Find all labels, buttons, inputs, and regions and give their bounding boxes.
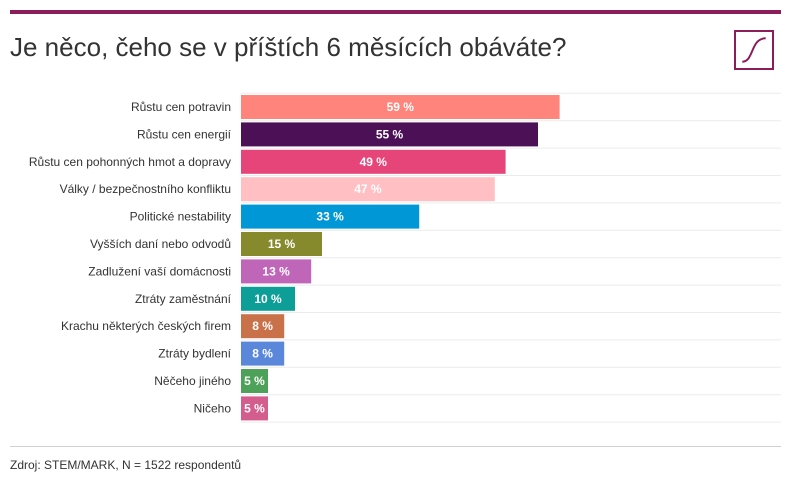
stem-mark-logo-icon bbox=[734, 30, 774, 70]
value-label: 49 % bbox=[360, 155, 388, 169]
bar bbox=[241, 396, 268, 421]
top-accent-bar bbox=[10, 10, 781, 14]
value-label: 59 % bbox=[387, 100, 415, 114]
value-label: 47 % bbox=[354, 182, 382, 196]
category-label: Něčeho jiného bbox=[154, 374, 231, 388]
value-label: 33 % bbox=[316, 210, 344, 224]
bar bbox=[241, 369, 268, 393]
value-label: 10 % bbox=[254, 292, 282, 306]
bar bbox=[241, 95, 560, 119]
value-label: 5 % bbox=[244, 374, 265, 388]
category-label: Války / bezpečnostního konfliktu bbox=[60, 182, 231, 196]
bar bbox=[241, 232, 322, 256]
category-label: Růstu cen pohonných hmot a dopravy bbox=[29, 155, 231, 169]
category-label: Zadlužení vaší domácnosti bbox=[88, 264, 231, 278]
value-label: 5 % bbox=[244, 401, 265, 415]
category-label: Vyšších daní nebo odvodů bbox=[90, 237, 231, 251]
category-label: Růstu cen potravin bbox=[131, 100, 231, 114]
bar bbox=[241, 314, 285, 339]
category-label: Ničeho bbox=[194, 401, 232, 415]
value-label: 55 % bbox=[376, 127, 404, 141]
bar bbox=[241, 259, 312, 284]
value-label: 8 % bbox=[252, 347, 273, 361]
value-label: 13 % bbox=[262, 264, 290, 278]
page-title: Je něco, čeho se v příštích 6 měsících o… bbox=[10, 32, 567, 62]
bar-chart: Růstu cen potravin 59 % Růstu cen energií 5… bbox=[29, 92, 781, 423]
source-note: Zdroj: STEM/MARK, N = 1522 respondentů bbox=[10, 458, 242, 472]
value-label: 15 % bbox=[268, 237, 296, 251]
bar bbox=[241, 204, 420, 229]
category-label: Růstu cen energií bbox=[137, 127, 232, 141]
bar bbox=[241, 341, 285, 366]
bar bbox=[241, 149, 506, 174]
category-label: Politické nestability bbox=[130, 210, 231, 224]
value-label: 8 % bbox=[252, 319, 273, 333]
source-divider bbox=[10, 446, 781, 447]
logo-curve-icon bbox=[742, 37, 766, 63]
bar bbox=[241, 122, 538, 147]
bar bbox=[241, 286, 295, 311]
bar bbox=[241, 177, 495, 202]
category-label: Krachu některých českých firem bbox=[61, 319, 231, 333]
category-label: Ztráty zaměstnání bbox=[135, 292, 232, 306]
category-label: Ztráty bydlení bbox=[158, 347, 231, 361]
